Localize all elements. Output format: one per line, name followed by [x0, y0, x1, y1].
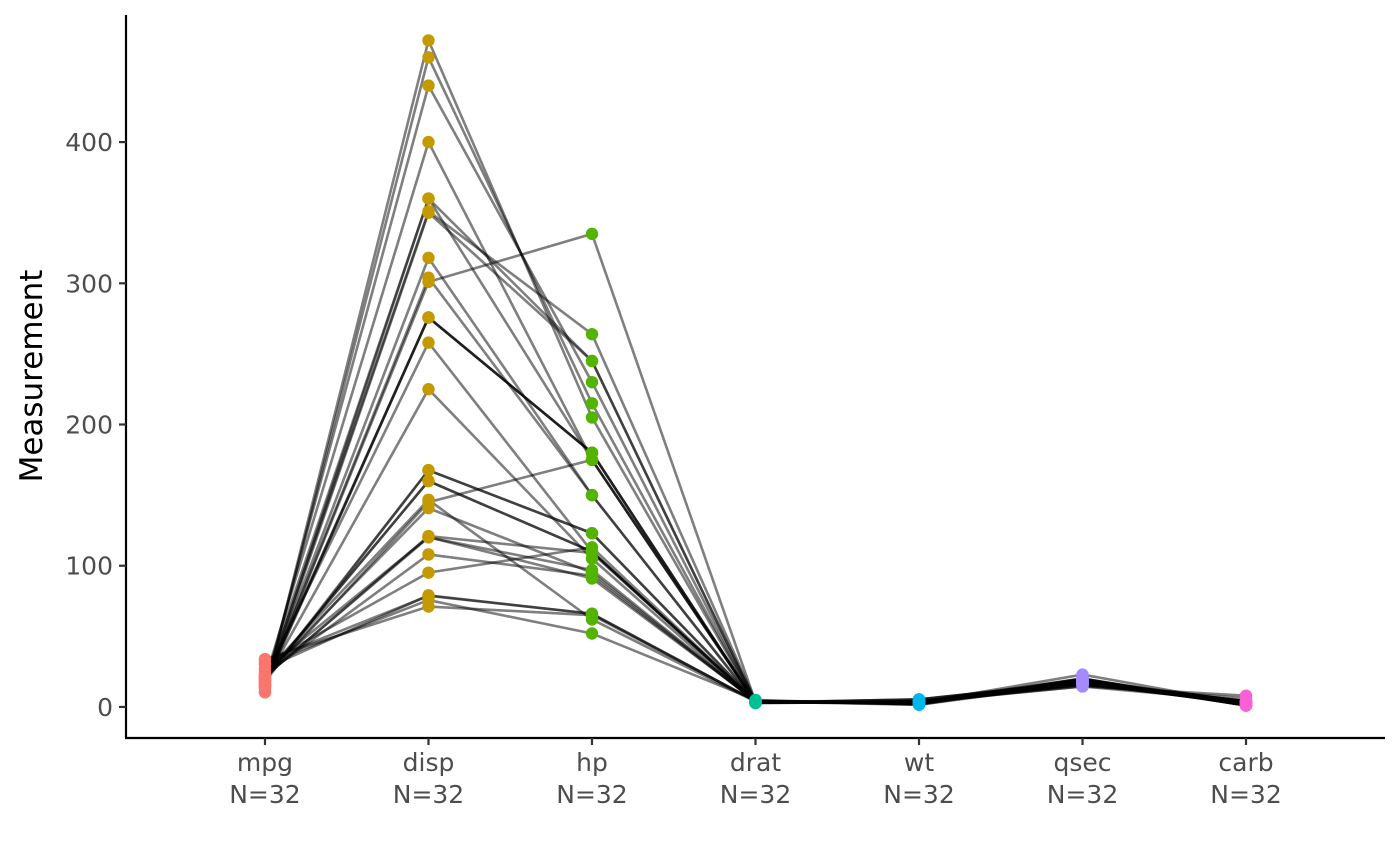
data-point-hp-31	[585, 227, 599, 241]
series-line-29	[263, 209, 1247, 704]
x-tick-count-hp: N=32	[556, 780, 627, 809]
data-point-disp-31	[422, 275, 435, 289]
data-point-hp-15	[585, 411, 599, 424]
data-point-disp-22	[422, 251, 435, 265]
data-point-hp-30	[585, 453, 599, 467]
data-point-mpg-31	[258, 679, 272, 692]
data-point-disp-30	[422, 495, 435, 509]
data-point-hp-29	[585, 327, 599, 341]
series-line-25	[263, 138, 1247, 706]
data-point-disp-16	[422, 51, 435, 64]
x-tick-label-qsec: qsec	[1053, 748, 1111, 777]
data-point-hp-19	[585, 627, 599, 640]
y-tick-label: 200	[65, 411, 113, 440]
data-point-disp-29	[422, 205, 435, 218]
x-axis-ticks: mpg N=32 disp N=32 hp N=32 drat N=32 wt N=32 qsec N…	[229, 738, 1282, 809]
data-point-hp-23	[585, 488, 599, 502]
data-point-hp-32	[585, 546, 599, 560]
data-point-disp-17	[422, 79, 435, 92]
data-point-wt-32	[912, 696, 926, 710]
data-point-hp-16	[585, 397, 599, 410]
data-point-hp-21	[585, 563, 599, 577]
data-point-disp-3	[422, 548, 435, 561]
y-tick-label: 100	[65, 552, 113, 581]
x-tick-count-qsec: N=32	[1047, 780, 1118, 809]
x-tick-count-drat: N=32	[720, 780, 791, 809]
data-point-disp-28	[422, 566, 435, 579]
data-point-disp-32	[422, 529, 435, 543]
data-point-hp-17	[585, 375, 599, 389]
series-line-21	[264, 535, 1247, 707]
x-tick-count-disp: N=32	[393, 780, 464, 809]
y-tick-label: 0	[97, 693, 113, 722]
series-line-7	[263, 196, 1247, 704]
data-point-carb-32	[1239, 697, 1253, 711]
y-tick-label: 400	[65, 128, 113, 157]
series-lines	[263, 36, 1247, 707]
series-line-2	[263, 479, 1247, 705]
data-points	[258, 34, 1253, 712]
data-point-mpg-32	[258, 670, 272, 683]
series-line-20	[264, 605, 1247, 707]
series-line-10	[263, 468, 1247, 704]
data-point-disp-6	[422, 383, 435, 396]
data-point-disp-20	[422, 600, 435, 613]
series-line-32	[264, 534, 1247, 706]
data-point-disp-15	[422, 34, 435, 47]
data-point-hp-11	[585, 527, 599, 540]
series-line-11	[263, 468, 1247, 704]
x-tick-label-hp: hp	[576, 748, 608, 777]
data-point-disp-14	[422, 311, 435, 324]
data-point-disp-2	[422, 474, 435, 488]
x-tick-label-drat: drat	[730, 748, 781, 777]
series-line-1	[263, 479, 1247, 705]
data-point-hp-27	[585, 572, 599, 585]
x-tick-count-carb: N=32	[1210, 780, 1281, 809]
data-point-hp-26	[585, 607, 599, 620]
data-point-disp-25	[422, 135, 435, 149]
x-tick-label-mpg: mpg	[237, 748, 293, 777]
data-point-mpg-28	[258, 657, 272, 671]
x-tick-count-wt: N=32	[883, 780, 954, 809]
data-point-disp-11	[422, 464, 435, 477]
series-line-27	[264, 535, 1247, 706]
data-point-drat-32	[749, 694, 762, 708]
data-point-disp-26	[422, 589, 435, 602]
series-line-6	[263, 387, 1247, 707]
data-point-carb-31	[1239, 689, 1253, 702]
data-point-disp-7	[422, 192, 435, 205]
data-point-hp-24	[585, 354, 599, 368]
series-line-5	[263, 195, 1247, 706]
data-point-qsec-32	[1076, 674, 1089, 687]
x-tick-label-wt: wt	[904, 748, 934, 777]
series-line-17	[263, 82, 1247, 704]
data-point-disp-4	[422, 336, 435, 349]
x-tick-label-carb: carb	[1218, 748, 1273, 777]
y-axis-ticks: 0 100 200 300 400	[65, 128, 126, 722]
x-tick-count-mpg: N=32	[229, 780, 300, 809]
x-tick-label-disp: disp	[403, 748, 455, 777]
y-axis-title: Measurement	[14, 270, 50, 483]
series-line-24	[263, 210, 1247, 703]
y-tick-label: 300	[65, 269, 113, 298]
